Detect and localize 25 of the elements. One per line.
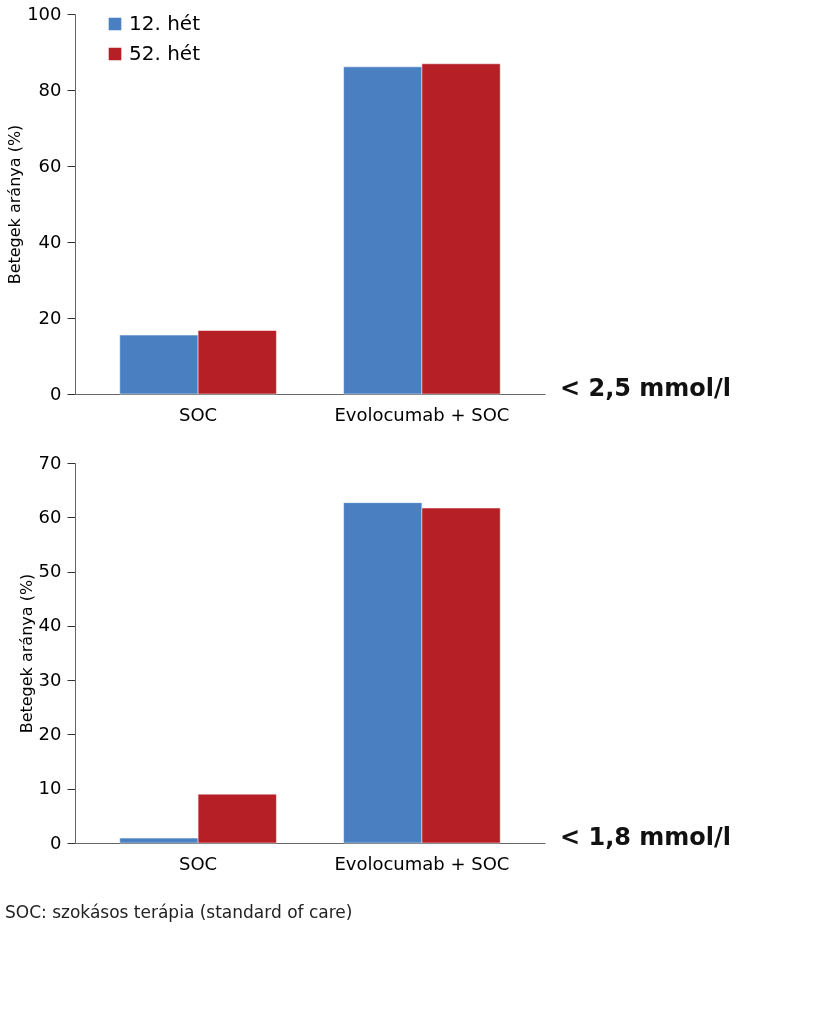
x-tick-label: Evolocumab + SOC	[334, 852, 510, 874]
x-tick-label: SOC	[179, 403, 218, 425]
y-tick-label: 40	[38, 230, 62, 252]
y-tick-label: 20	[38, 722, 62, 744]
y-tick-label: 30	[38, 668, 62, 690]
text: < 2,5 mmol/l	[560, 374, 732, 402]
legend-label: 52. hét	[129, 41, 201, 65]
y-tick-label: 70	[38, 451, 62, 473]
y-tick-label: 60	[38, 154, 62, 176]
x-tick-label: SOC	[179, 852, 218, 874]
y-tick-label: 60	[38, 505, 62, 527]
legend-label: 12. hét	[129, 11, 201, 35]
y-axis-title: Betegek aránya (%)	[5, 124, 25, 285]
y-tick-label: 0	[50, 382, 62, 404]
y-tick-label: 10	[38, 777, 62, 799]
y-tick-label: 40	[38, 614, 62, 636]
text: < 1,8 mmol/l	[560, 823, 732, 851]
y-tick-label: 80	[38, 78, 62, 100]
y-tick-label: 50	[38, 560, 62, 582]
y-tick-label: 100	[27, 2, 62, 24]
y-axis-title: Betegek aránya (%)	[16, 573, 36, 734]
text: SOC: szokásos terápia (standard of care)	[5, 902, 353, 922]
x-tick-label: Evolocumab + SOC	[334, 403, 510, 425]
y-tick-label: 0	[50, 831, 62, 853]
y-tick-label: 20	[38, 306, 62, 328]
